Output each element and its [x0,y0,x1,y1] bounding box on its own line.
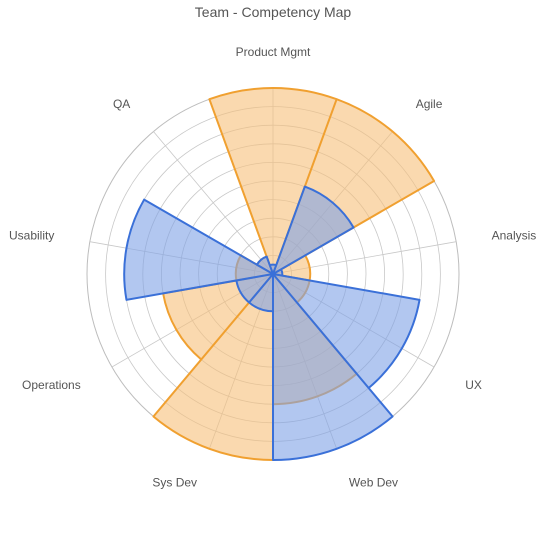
axis-label: Usability [9,228,54,242]
axis-spoke [153,131,274,275]
series-area [123,185,421,461]
axis-label: Web Dev [349,476,398,490]
axis-label: Product Mgmt [236,45,311,59]
axis-label: QA [113,97,130,111]
series-layer [123,87,436,461]
axis-label: Analysis [492,228,537,242]
axis-labels: Product Mgmt Agile Analysis UX Web Dev Sys De… [9,45,536,490]
axis-label: Sys Dev [152,476,197,490]
axis-label: Operations [22,378,81,392]
axis-label: UX [465,378,482,392]
chart-title: Team - Competency Map [195,4,352,20]
axis-label: Agile [416,97,443,111]
